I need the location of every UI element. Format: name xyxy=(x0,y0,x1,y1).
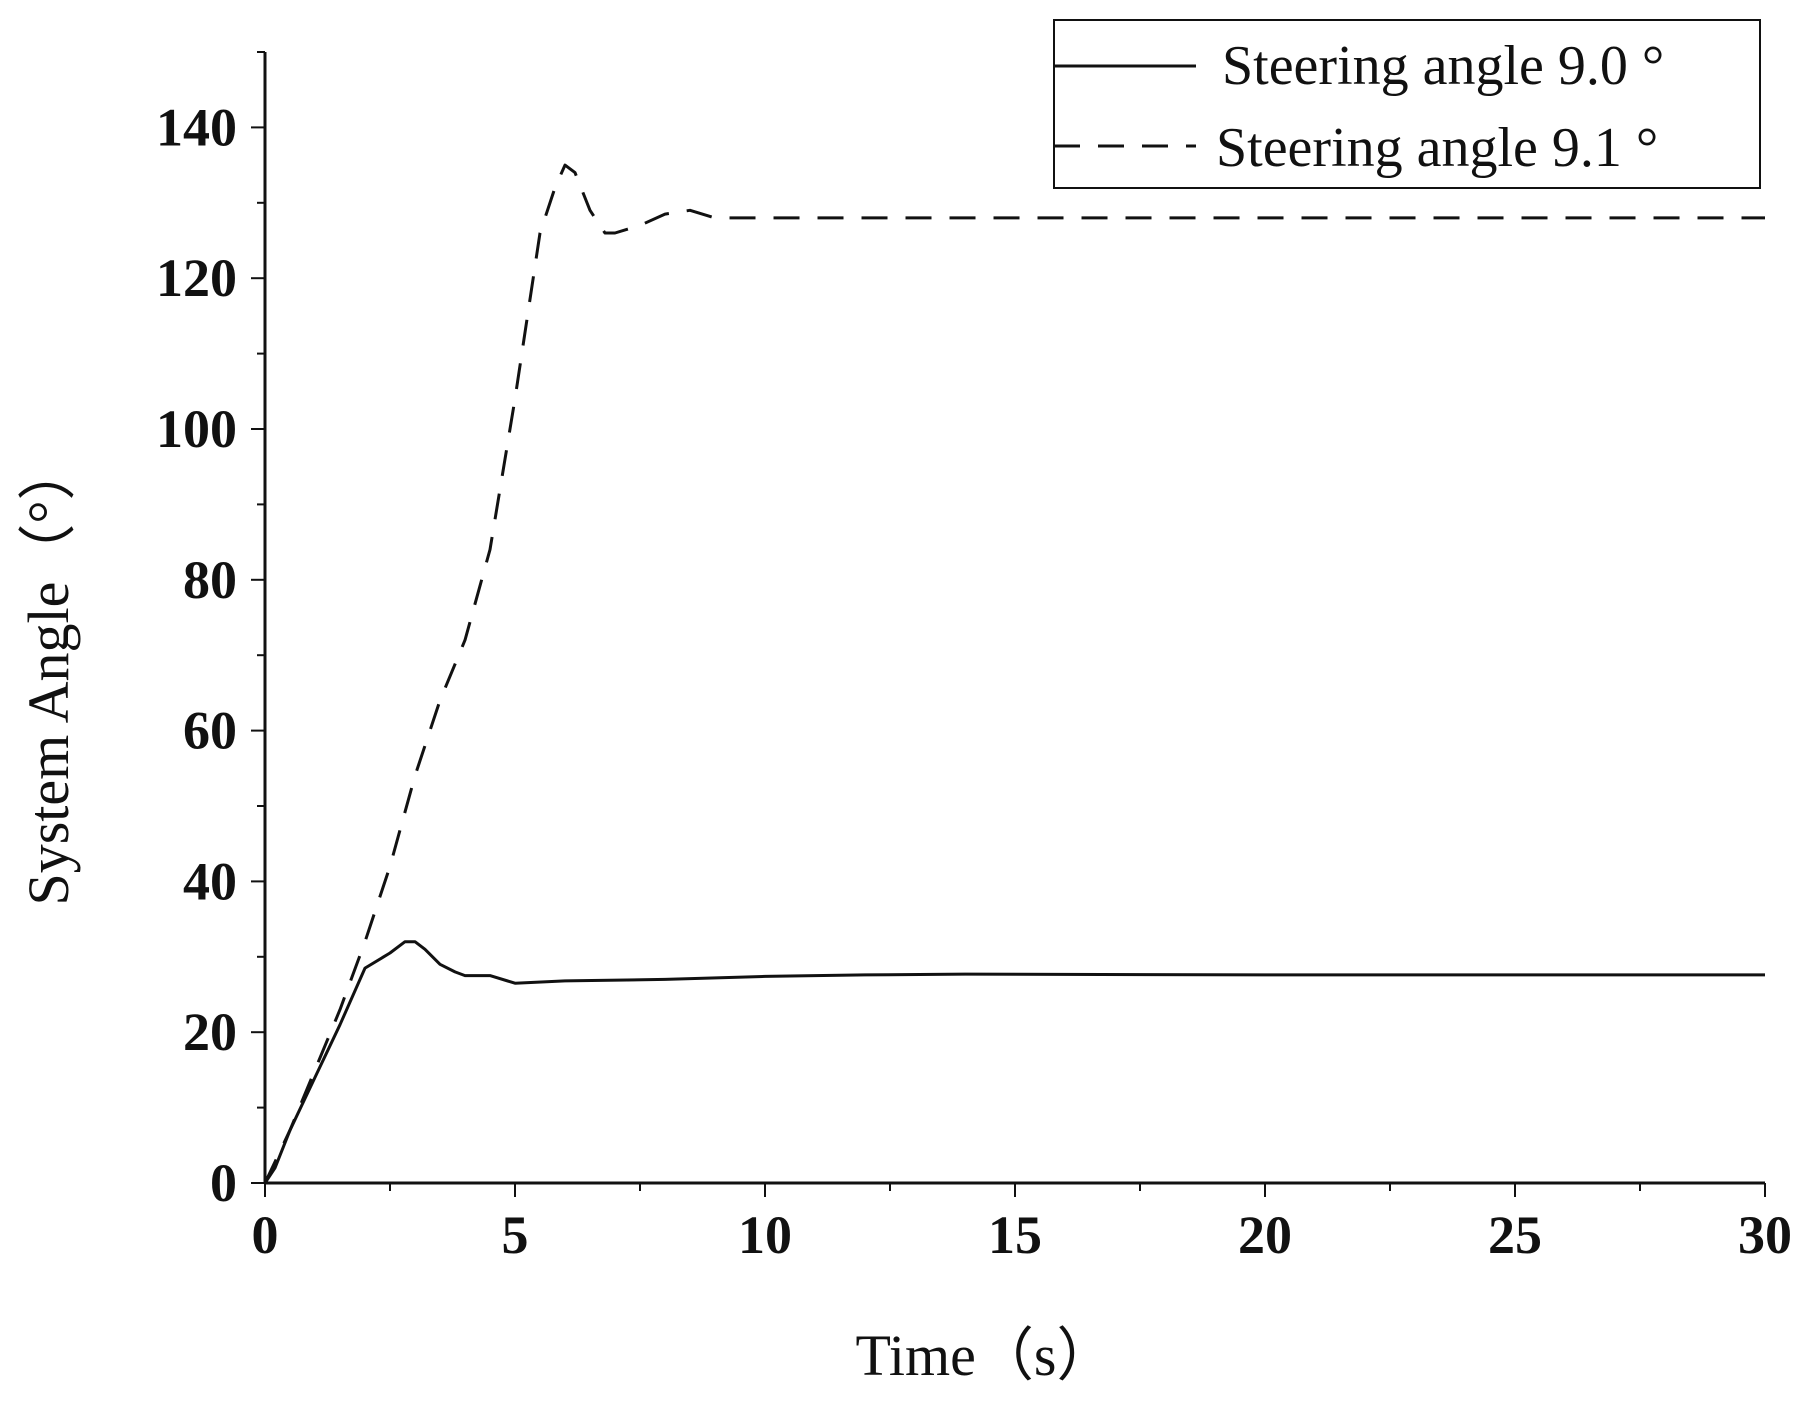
y-tick-label: 0 xyxy=(210,1153,237,1213)
y-tick-label: 80 xyxy=(183,550,237,610)
x-axis-title: Time（s） xyxy=(856,1323,1115,1388)
series-line-1 xyxy=(263,940,1765,1184)
y-tick-label: 40 xyxy=(183,851,237,911)
y-tick-label: 120 xyxy=(156,248,237,308)
x-tick-label: 5 xyxy=(502,1205,529,1265)
y-axis-title: System Angle（°） xyxy=(16,442,81,905)
y-tick-label: 20 xyxy=(183,1002,237,1062)
x-tick-label: 30 xyxy=(1738,1205,1792,1265)
x-tick-label: 25 xyxy=(1488,1205,1542,1265)
axes xyxy=(263,52,1765,1185)
x-tick-label: 10 xyxy=(738,1205,792,1265)
series-line-2 xyxy=(263,163,1765,1184)
x-tick-label: 0 xyxy=(252,1205,279,1265)
y-tick-label: 140 xyxy=(156,97,237,157)
x-tick-label: 15 xyxy=(988,1205,1042,1265)
legend-box xyxy=(1053,19,1761,189)
series xyxy=(263,163,1765,1184)
y-tick-label: 60 xyxy=(183,701,237,761)
legend-label-series-2: Steering angle 9.1 ° xyxy=(1216,117,1658,179)
x-tick-label: 20 xyxy=(1238,1205,1292,1265)
legend-label-series-1: Steering angle 9.0 ° xyxy=(1222,35,1664,97)
y-tick-label: 100 xyxy=(156,399,237,459)
ticks: 0 5 10 15 20 25 30 0 20 40 60 80 100 120 140 xyxy=(156,51,1792,1265)
legend: Steering angle 9.0 ° Steering angle 9.1 … xyxy=(1053,19,1761,189)
